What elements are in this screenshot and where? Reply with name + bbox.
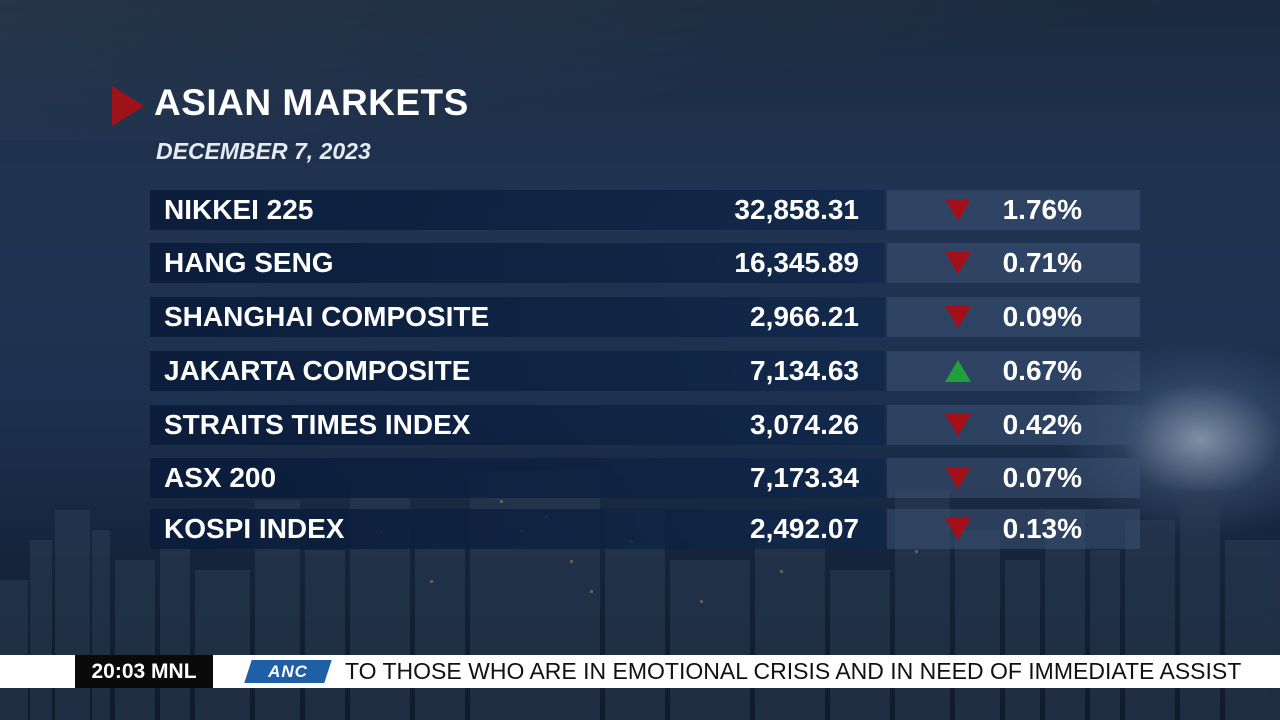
row-change-cell: 0.07% xyxy=(887,458,1140,498)
row-change-cell: 1.76% xyxy=(887,190,1140,230)
table-row: STRAITS TIMES INDEX 3,074.26 0.42% xyxy=(150,405,1140,445)
market-name: ASX 200 xyxy=(164,462,277,493)
row-change-cell: 0.13% xyxy=(887,509,1140,549)
row-change-cell: 0.42% xyxy=(887,405,1140,445)
market-value: 2,492.07 xyxy=(750,513,859,544)
table-row: JAKARTA COMPOSITE 7,134.63 0.67% xyxy=(150,351,1140,391)
market-name: HANG SENG xyxy=(164,247,334,278)
down-arrow-icon xyxy=(945,199,971,221)
market-change: 0.13% xyxy=(1002,513,1082,544)
row-name-cell: STRAITS TIMES INDEX 3,074.26 xyxy=(150,405,885,445)
row-name-cell: SHANGHAI COMPOSITE 2,966.21 xyxy=(150,297,885,337)
logo-text: ANC xyxy=(268,662,308,681)
market-value: 7,173.34 xyxy=(750,462,859,493)
row-name-cell: ASX 200 7,173.34 xyxy=(150,458,885,498)
down-arrow-icon xyxy=(945,414,971,436)
ticker-text: TO THOSE WHO ARE IN EMOTIONAL CRISIS AND… xyxy=(345,658,1242,684)
market-change: 0.07% xyxy=(1002,462,1082,493)
ticker-clock: 20:03 MNL xyxy=(75,655,213,688)
down-arrow-icon xyxy=(945,518,971,540)
market-value: 2,966.21 xyxy=(750,301,859,332)
market-name: JAKARTA COMPOSITE xyxy=(164,355,471,386)
row-name-cell: JAKARTA COMPOSITE 7,134.63 xyxy=(150,351,885,391)
table-row: HANG SENG 16,345.89 0.71% xyxy=(150,243,1140,283)
table-row: ASX 200 7,173.34 0.07% xyxy=(150,458,1140,498)
row-change-cell: 0.71% xyxy=(887,243,1140,283)
table-row: KOSPI INDEX 2,492.07 0.13% xyxy=(150,509,1140,549)
row-name-cell: NIKKEI 225 32,858.31 xyxy=(150,190,885,230)
page-date: DECEMBER 7, 2023 xyxy=(156,138,371,164)
row-name-cell: KOSPI INDEX 2,492.07 xyxy=(150,509,885,549)
row-name-cell: HANG SENG 16,345.89 xyxy=(150,243,885,283)
news-ticker: 20:03 MNL ANC TO THOSE WHO ARE IN EMOTIO… xyxy=(0,655,1280,688)
market-name: SHANGHAI COMPOSITE xyxy=(164,301,490,332)
row-change-cell: 0.67% xyxy=(887,351,1140,391)
table-row: SHANGHAI COMPOSITE 2,966.21 0.09% xyxy=(150,297,1140,337)
up-arrow-icon xyxy=(945,360,971,382)
down-arrow-icon xyxy=(945,252,971,274)
market-value: 3,074.26 xyxy=(750,409,859,440)
down-arrow-icon xyxy=(945,467,971,489)
market-name: NIKKEI 225 xyxy=(164,194,314,225)
market-change: 0.67% xyxy=(1002,355,1082,386)
market-change: 1.76% xyxy=(1002,194,1082,225)
header-marker-icon xyxy=(112,86,144,126)
market-change: 0.09% xyxy=(1002,301,1082,332)
market-value: 32,858.31 xyxy=(734,194,859,225)
market-change: 0.71% xyxy=(1002,247,1082,278)
background-sheen xyxy=(0,0,1280,140)
anc-logo-icon: ANC xyxy=(244,660,332,683)
market-name: STRAITS TIMES INDEX xyxy=(164,409,471,440)
market-change: 0.42% xyxy=(1002,409,1082,440)
page-title: ASIAN MARKETS xyxy=(154,82,469,123)
market-value: 16,345.89 xyxy=(734,247,859,278)
down-arrow-icon xyxy=(945,306,971,328)
market-name: KOSPI INDEX xyxy=(164,513,345,544)
row-change-cell: 0.09% xyxy=(887,297,1140,337)
table-row: NIKKEI 225 32,858.31 1.76% xyxy=(150,190,1140,230)
market-value: 7,134.63 xyxy=(750,355,859,386)
